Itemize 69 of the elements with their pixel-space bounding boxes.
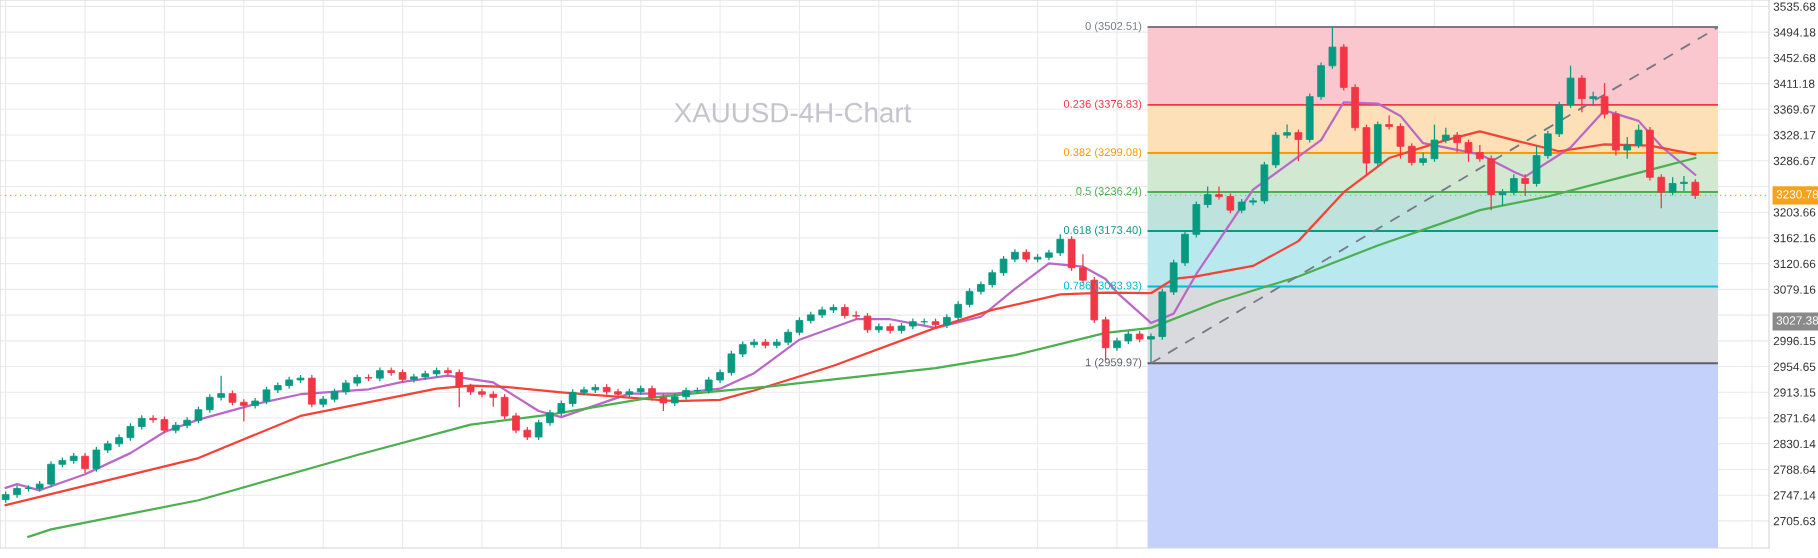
candlestick: [534, 419, 543, 441]
y-tick-label: 2705.63: [1773, 516, 1816, 526]
y-tick-label: 2747.14: [1773, 491, 1816, 500]
ref-line-label: 0.382 (3299.08): [1063, 147, 1142, 159]
candlestick: [1521, 173, 1530, 197]
candlestick: [92, 446, 101, 473]
y-tick-label: 3120.66: [1773, 259, 1816, 269]
y-tick-label: 3286.67: [1773, 156, 1816, 166]
candlestick: [47, 460, 55, 488]
candlestick: [1203, 185, 1212, 209]
candlestick: [1430, 123, 1439, 163]
y-tick-label: 2788.64: [1773, 465, 1816, 474]
candlestick: [1056, 233, 1065, 257]
y-tick-label: 3535.68: [1773, 2, 1816, 11]
y-tick-label: 3328.17: [1773, 131, 1816, 140]
candlestick: [217, 375, 225, 402]
ref-line-label: 0.618 (3173.40): [1063, 225, 1142, 237]
candlestick: [1328, 26, 1337, 70]
y-tick-label: 2954.65: [1773, 362, 1816, 371]
candlestick: [149, 414, 157, 424]
y-tick-label: 3203.66: [1773, 208, 1816, 217]
candlestick: [1464, 138, 1473, 163]
candlestick: [1226, 192, 1235, 214]
candlestick: [1294, 128, 1303, 162]
y-tick-label: 2913.15: [1773, 388, 1816, 397]
candlestick: [1419, 151, 1427, 167]
candlestick: [205, 393, 214, 414]
candlestick: [965, 287, 974, 309]
y-tick-label: 3452.68: [1773, 53, 1816, 63]
candlestick: [1407, 142, 1416, 167]
candlestick: [444, 366, 452, 377]
y-tick-label: 2871.64: [1773, 414, 1816, 423]
candlestick: [863, 312, 872, 334]
y-tick-label: 2996.15: [1773, 336, 1816, 346]
candlestick: [1510, 173, 1518, 196]
candlestick: [1385, 114, 1393, 131]
y-tick-label: 3411.18: [1773, 79, 1815, 88]
y-tick-label: 3494.18: [1773, 28, 1816, 37]
candlestick: [455, 368, 464, 408]
candlestick: [750, 338, 758, 349]
candlestick: [1691, 178, 1700, 200]
candlestick: [954, 300, 963, 322]
candlestick: [1283, 123, 1291, 139]
candlestick: [1215, 185, 1223, 201]
ref-line-label: 0.5 (3236.24): [1076, 186, 1142, 198]
candlestick: [500, 393, 509, 420]
ref-line-label: 3230.78: [1776, 190, 1818, 199]
ref-line-label: 0 (3502.51): [1085, 21, 1142, 33]
candlestick: [1544, 130, 1552, 160]
candlestick: [1634, 123, 1643, 149]
candlestick: [239, 398, 248, 423]
candlestick: [1623, 136, 1632, 160]
y-tick-label: 3162.16: [1773, 233, 1816, 243]
candlestick: [1453, 131, 1461, 154]
ref-line-label: 0.236 (3376.83): [1063, 99, 1142, 111]
candlestick: [1147, 332, 1155, 364]
candlestick: [512, 412, 520, 434]
candlestick: [1396, 122, 1405, 160]
text: 3027.38: [1776, 316, 1818, 325]
candlestick: [1680, 175, 1688, 192]
ref-line-label: 1 (2959.97): [1085, 358, 1142, 369]
y-tick-label: 3369.67: [1773, 105, 1816, 114]
text: XAUUSD-4H-Chart: [674, 102, 912, 123]
candlestick: [1657, 173, 1666, 209]
y-tick-label: 3079.16: [1773, 285, 1816, 294]
candlestick: [999, 255, 1008, 277]
candlestick: [81, 452, 89, 474]
candlestick: [727, 350, 736, 377]
y-tick-label: 2830.14: [1773, 439, 1816, 449]
